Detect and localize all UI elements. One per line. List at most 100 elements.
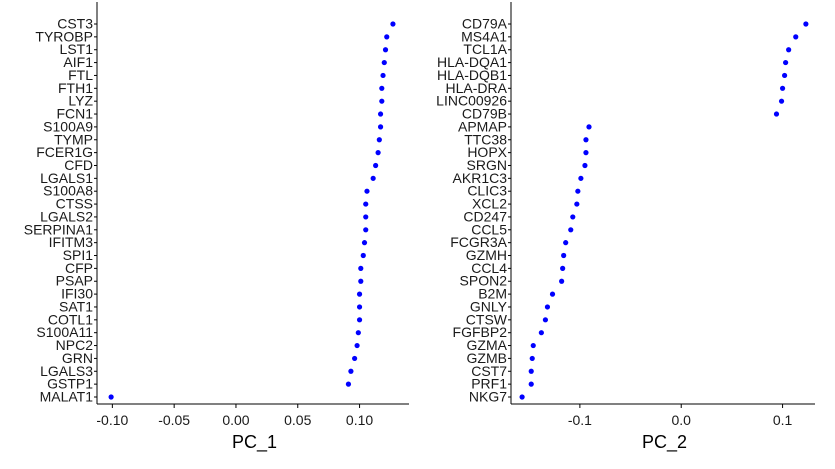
y-tick-label: CD79A [462, 16, 508, 32]
data-point [373, 162, 379, 169]
x-tick-label: 0.10 [346, 412, 373, 428]
data-point [542, 317, 549, 323]
y-tick-label: TCL1A [463, 41, 507, 57]
data-point [380, 72, 386, 79]
y-tick-label: LGALS1 [40, 170, 93, 186]
data-point [375, 150, 381, 156]
y-tick-label: CTSS [56, 196, 93, 212]
x-tick-label: 0.00 [222, 412, 249, 428]
data-point [783, 59, 789, 66]
x-axis-title: PC_1 [232, 432, 277, 453]
data-point [381, 59, 387, 66]
data-point [345, 381, 352, 387]
y-tick-label: CTSW [466, 311, 508, 327]
y-tick-label: LGALS3 [40, 363, 93, 379]
y-tick-label: XCL2 [472, 196, 507, 212]
y-tick-label: HLA-DQA1 [437, 54, 507, 70]
y-tick-label: PSAP [56, 273, 93, 289]
y-tick-label: S100A9 [43, 118, 93, 134]
y-tick-label: CCL4 [471, 260, 507, 276]
y-tick-label: LINC00926 [436, 93, 507, 109]
x-tick-label: 0.1 [773, 412, 793, 428]
data-point [377, 111, 384, 117]
y-tick-label: LYZ [68, 93, 93, 109]
data-point [563, 240, 569, 246]
data-point [370, 175, 376, 181]
y-tick-label: SERPINA1 [24, 221, 93, 237]
data-point [568, 227, 574, 233]
data-point [363, 214, 369, 220]
y-tick-label: FTL [68, 67, 93, 83]
data-point [586, 124, 592, 130]
data-point [358, 278, 364, 284]
data-point [376, 137, 382, 143]
data-point [773, 111, 780, 117]
data-point [364, 188, 370, 194]
data-point [529, 355, 535, 362]
data-point [360, 252, 366, 259]
y-tick-label: MALAT1 [40, 389, 94, 405]
data-point [583, 137, 589, 143]
x-tick-label: 0.0 [671, 412, 691, 428]
data-point [108, 394, 114, 400]
y-tick-label: NPC2 [56, 337, 94, 353]
data-point [528, 368, 534, 374]
x-tick-label: -0.1 [568, 412, 592, 428]
data-point [358, 265, 364, 271]
y-tick-label: GSTP1 [47, 376, 93, 392]
y-tick-label: LST1 [60, 41, 94, 57]
y-tick-label: GRN [62, 350, 93, 366]
data-point [583, 150, 589, 156]
y-tick-label: CST3 [57, 16, 93, 32]
y-tick-label: MS4A1 [461, 28, 507, 44]
y-tick-label: AIF1 [63, 54, 93, 70]
y-tick-label: TTC38 [464, 131, 507, 147]
y-tick-label: SAT1 [59, 298, 93, 314]
data-point [538, 330, 544, 336]
y-tick-label: IFITM3 [49, 234, 94, 250]
y-tick-label: GZMA [467, 337, 508, 353]
data-point [356, 291, 363, 297]
data-point [352, 355, 358, 362]
data-point [382, 47, 389, 53]
y-tick-label: CLIC3 [467, 183, 507, 199]
y-tick-label: AKR1C3 [453, 170, 508, 186]
y-tick-label: S100A8 [43, 183, 93, 199]
y-tick-label: PRF1 [471, 376, 507, 392]
y-tick-label: FCN1 [56, 106, 93, 122]
data-point [356, 317, 363, 323]
y-tick-label: CCL5 [471, 221, 507, 237]
data-point [519, 394, 525, 400]
x-tick-label: -0.10 [96, 412, 128, 428]
y-tick-label: CFD [64, 157, 93, 173]
x-tick-label: -0.05 [158, 412, 190, 428]
y-tick-label: COTL1 [48, 311, 93, 327]
y-tick-label: B2M [478, 286, 507, 302]
y-tick-label: FTH1 [58, 80, 93, 96]
y-tick-label: FCGR3A [450, 234, 507, 250]
data-point [549, 291, 556, 297]
data-point [779, 85, 786, 91]
data-point [560, 265, 566, 271]
y-tick-label: CD79B [462, 106, 507, 122]
y-tick-label: GNLY [470, 298, 508, 314]
data-point [559, 278, 565, 284]
data-point [570, 214, 576, 220]
data-point [363, 227, 369, 233]
y-tick-label: TYMP [54, 131, 93, 147]
y-tick-label: FGFBP2 [453, 324, 508, 340]
y-tick-label: CFP [65, 260, 93, 276]
data-point [355, 330, 361, 336]
y-tick-label: HLA-DRA [446, 80, 508, 96]
data-point [379, 85, 385, 91]
data-point [530, 342, 536, 349]
data-point [390, 21, 396, 27]
data-point [574, 201, 580, 207]
data-point [786, 47, 792, 53]
data-point [575, 188, 581, 194]
data-point [561, 252, 567, 259]
x-tick-label: 0.05 [284, 412, 311, 428]
y-tick-label: SPI1 [63, 247, 94, 263]
y-tick-label: NKG7 [469, 389, 507, 405]
panel-pc2: CD79AMS4A1TCL1AHLA-DQA1HLA-DQB1HLA-DRALI… [436, 2, 815, 453]
